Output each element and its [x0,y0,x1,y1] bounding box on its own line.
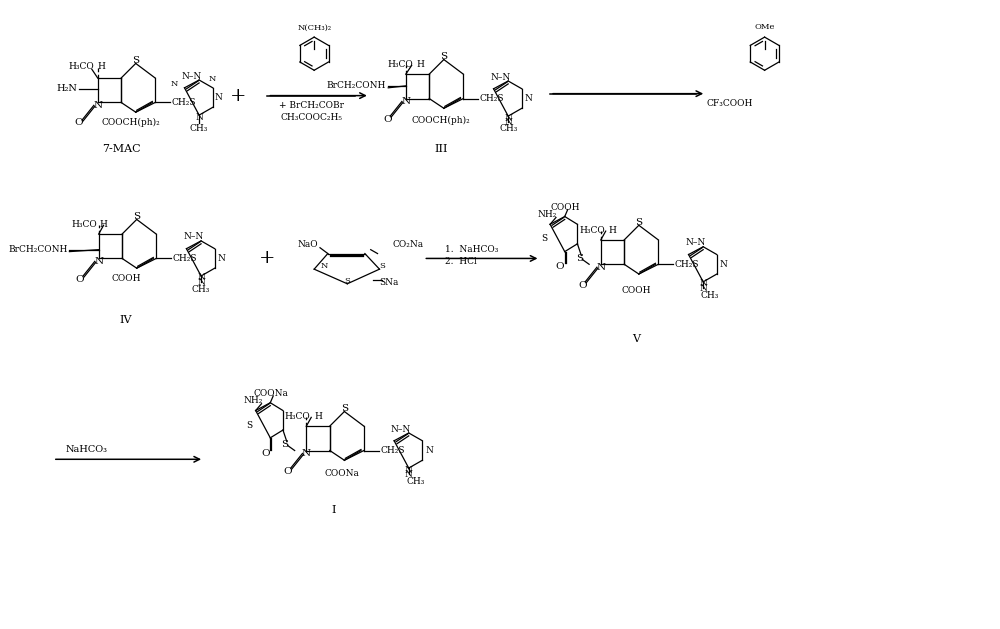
Text: CH₂S: CH₂S [380,446,405,455]
Text: N: N [218,254,226,263]
Text: CH₂S: CH₂S [172,98,196,107]
Text: H: H [417,60,424,69]
Text: H: H [98,62,106,71]
Text: +: + [230,87,246,104]
Text: CH₃: CH₃ [499,125,517,133]
Text: IV: IV [120,315,132,325]
Text: N: N [302,449,311,458]
Text: O: O [556,262,564,270]
Text: NH₂: NH₂ [538,210,557,219]
Text: CH₂S: CH₂S [675,260,699,269]
Text: 7-MAC: 7-MAC [102,144,140,154]
Text: N–N: N–N [391,425,411,433]
Text: +: + [259,250,276,267]
Text: NaHCO₃: NaHCO₃ [66,445,108,454]
Text: N(CH₃)₂: N(CH₃)₂ [297,23,331,31]
Text: H: H [314,412,322,421]
Text: N: N [94,257,103,266]
Text: O: O [261,449,270,458]
Text: NH₂: NH₂ [243,396,262,405]
Text: CH₂S: CH₂S [480,94,504,103]
Text: N–N: N–N [490,72,511,82]
Text: N–N: N–N [183,231,203,240]
Text: H: H [100,220,108,229]
Text: O: O [383,116,392,125]
Text: III: III [434,144,448,154]
Text: OMe: OMe [754,23,775,31]
Text: N: N [596,263,605,272]
Text: COOCH(ph)₂: COOCH(ph)₂ [101,118,160,128]
Text: N: N [197,274,205,282]
Text: N: N [504,118,512,128]
Text: N: N [525,94,533,103]
Text: N: N [93,101,102,110]
Text: S: S [281,440,288,449]
Text: CH₃: CH₃ [701,291,719,300]
Text: CH₃COOC₂H₅: CH₃COOC₂H₅ [280,113,342,121]
Text: H₃CO: H₃CO [388,60,414,69]
Text: COONa: COONa [254,389,289,398]
Text: O: O [74,118,83,128]
Text: N: N [405,465,413,474]
Text: N: N [215,93,223,102]
Text: N–N: N–N [181,72,201,81]
Text: BrCH₂CONH: BrCH₂CONH [327,81,386,91]
Text: 1.  NaHCO₃: 1. NaHCO₃ [445,245,498,254]
Text: N: N [197,278,205,287]
Text: S: S [541,235,547,243]
Text: N: N [699,284,707,293]
Text: O: O [578,281,587,290]
Text: N: N [720,260,728,269]
Text: O: O [284,467,292,476]
Text: H₂N: H₂N [56,84,77,93]
Text: S: S [344,277,350,285]
Text: CH₂S: CH₂S [173,254,197,263]
Text: S: S [133,212,140,221]
Text: S: S [379,262,385,270]
Text: NaO: NaO [297,240,318,249]
Text: S: S [635,218,642,227]
Text: CH₃: CH₃ [192,285,210,294]
Text: O: O [76,276,84,284]
Text: N: N [320,262,328,270]
Text: S: S [341,404,348,413]
Text: COONa: COONa [324,469,359,479]
Text: H₃CO: H₃CO [71,220,97,229]
Text: CO₂Na: CO₂Na [392,240,423,249]
Text: COOH: COOH [111,274,141,284]
Text: S: S [132,56,139,65]
Text: H: H [609,226,616,235]
Text: N: N [209,75,216,83]
Text: S: S [440,52,447,61]
Text: COOH: COOH [551,203,580,212]
Text: COOCH(ph)₂: COOCH(ph)₂ [412,116,470,125]
Text: N: N [425,446,433,455]
Text: CF₃COOH: CF₃COOH [706,99,752,108]
Text: H₃CO: H₃CO [579,226,605,235]
Text: + BrCH₂COBr: + BrCH₂COBr [279,101,344,110]
Text: N: N [401,97,410,106]
Text: S: S [247,421,253,430]
Text: N: N [170,80,178,88]
Text: I: I [331,505,336,515]
Text: V: V [632,335,640,344]
Text: N: N [405,470,413,479]
Text: 2.  HCl: 2. HCl [445,257,477,266]
Text: CH₃: CH₃ [190,125,208,133]
Text: N: N [699,279,707,288]
Text: SNa: SNa [379,278,399,287]
Text: H₃CO: H₃CO [68,62,94,71]
Text: CH₃: CH₃ [406,477,425,486]
Text: COOH: COOH [621,286,651,295]
Text: H₃CO: H₃CO [285,412,310,421]
Text: S: S [576,254,583,263]
Text: N: N [504,114,512,123]
Text: BrCH₂CONH: BrCH₂CONH [8,245,67,254]
Text: N–N: N–N [685,238,706,247]
Text: N: N [195,113,203,121]
